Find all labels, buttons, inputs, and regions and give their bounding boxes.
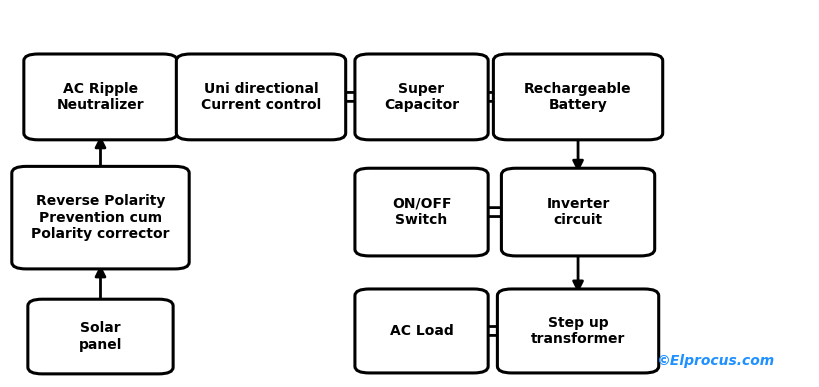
FancyBboxPatch shape	[176, 54, 346, 140]
FancyBboxPatch shape	[355, 289, 488, 373]
Text: ON/OFF
Switch: ON/OFF Switch	[391, 197, 451, 227]
Text: ©Elprocus.com: ©Elprocus.com	[657, 354, 775, 368]
FancyBboxPatch shape	[493, 54, 663, 140]
FancyBboxPatch shape	[355, 168, 488, 256]
Text: Step up
transformer: Step up transformer	[531, 316, 625, 346]
Text: Inverter
circuit: Inverter circuit	[546, 197, 609, 227]
FancyBboxPatch shape	[355, 54, 488, 140]
Text: Super
Capacitor: Super Capacitor	[384, 82, 459, 112]
Text: Solar
panel: Solar panel	[79, 322, 122, 352]
Text: Rechargeable
Battery: Rechargeable Battery	[524, 82, 632, 112]
FancyBboxPatch shape	[11, 166, 189, 269]
Text: Reverse Polarity
Prevention cum
Polarity corrector: Reverse Polarity Prevention cum Polarity…	[31, 194, 170, 241]
Text: AC Load: AC Load	[390, 324, 454, 338]
Text: AC Ripple
Neutralizer: AC Ripple Neutralizer	[57, 82, 144, 112]
Text: Uni directional
Current control: Uni directional Current control	[201, 82, 321, 112]
FancyBboxPatch shape	[501, 168, 654, 256]
FancyBboxPatch shape	[24, 54, 177, 140]
FancyBboxPatch shape	[28, 299, 173, 374]
FancyBboxPatch shape	[497, 289, 658, 373]
